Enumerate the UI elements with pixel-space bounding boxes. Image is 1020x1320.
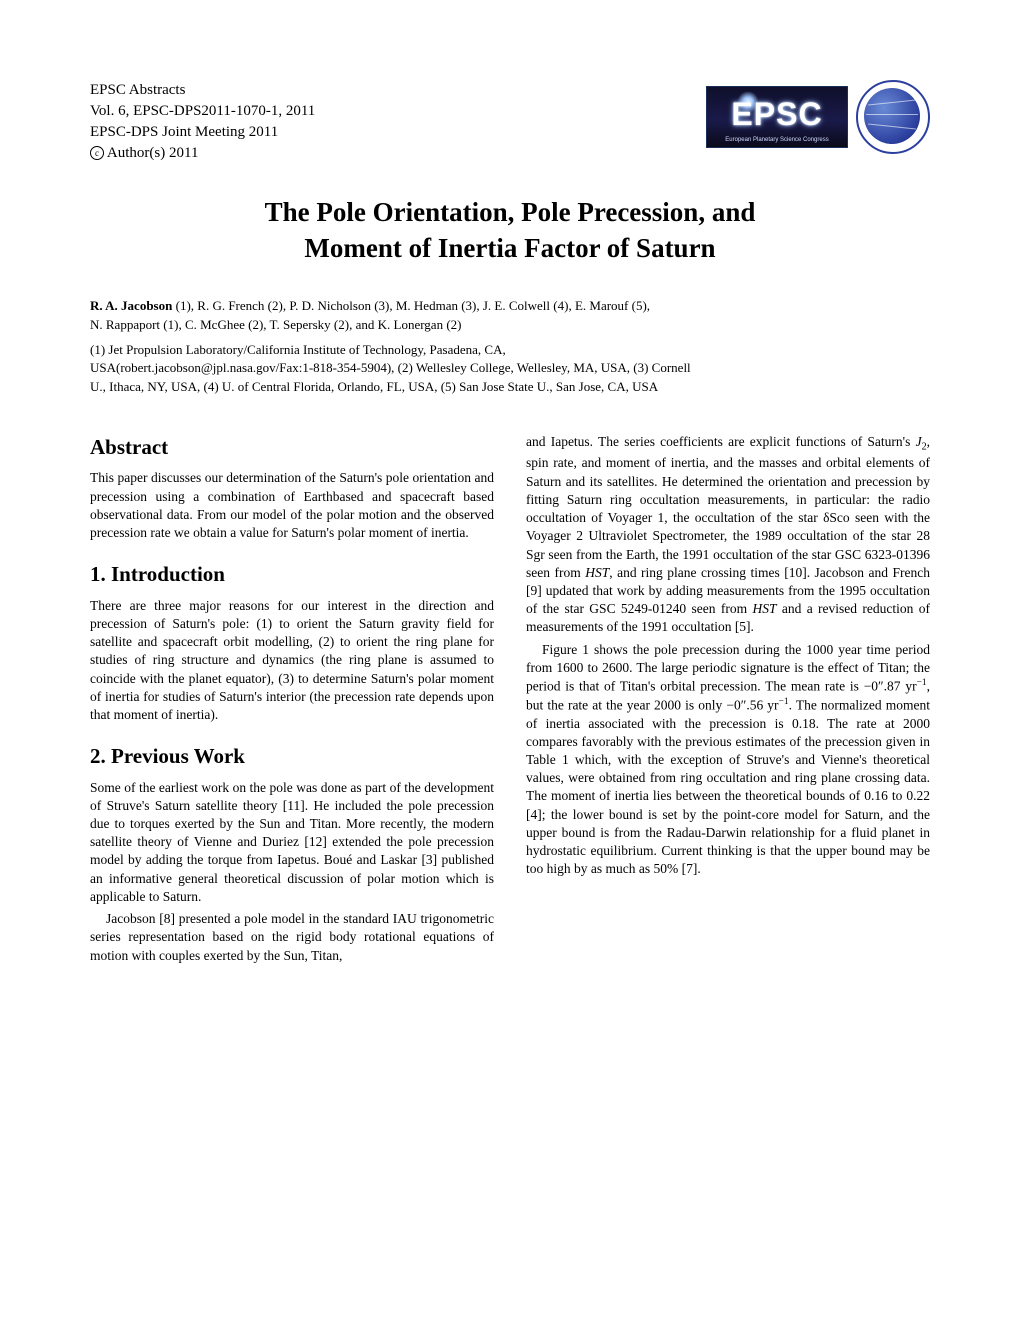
page: EPSC Abstracts Vol. 6, EPSC-DPS2011-1070… <box>0 0 1020 1320</box>
previous-work-heading: 2. Previous Work <box>90 742 494 770</box>
prev-paragraph-2: Jacobson [8] presented a pole model in t… <box>90 910 494 965</box>
col2-p2a: Figure 1 shows the pole precession durin… <box>526 642 930 694</box>
col2-p2c: . The normalized moment of inertia assoc… <box>526 697 930 876</box>
header-line3: EPSC-DPS Joint Meeting 2011 <box>90 122 315 143</box>
title-line2: Moment of Inertia Factor of Saturn <box>90 230 930 266</box>
affil-line1: (1) Jet Propulsion Laboratory/California… <box>90 341 930 360</box>
col2-p1a: and Iapetus. The series coefficients are… <box>526 434 916 449</box>
exp-2: −1 <box>779 697 789 707</box>
abstract-heading: Abstract <box>90 433 494 461</box>
authors-line2: N. Rappaport (1), C. McGhee (2), T. Sepe… <box>90 316 930 335</box>
column-left: Abstract This paper discusses our determ… <box>90 433 494 969</box>
dps-line-icon <box>868 99 916 105</box>
dps-line-icon <box>868 123 916 129</box>
lead-author: R. A. Jacobson <box>90 298 172 313</box>
paper-title: The Pole Orientation, Pole Precession, a… <box>90 194 930 267</box>
header-line1: EPSC Abstracts <box>90 80 315 101</box>
authors-rest1: (1), R. G. French (2), P. D. Nicholson (… <box>172 298 650 313</box>
dps-line-icon <box>866 114 918 115</box>
header-author-year: Author(s) 2011 <box>104 145 198 161</box>
header-line2: Vol. 6, EPSC-DPS2011-1070-1, 2011 <box>90 101 315 122</box>
col2-p1b: , spin rate, and moment of inertia, and … <box>526 434 930 580</box>
affil-line3: U., Ithaca, NY, USA, (4) U. of Central F… <box>90 378 930 397</box>
abstract-paragraph: This paper discusses our determination o… <box>90 469 494 542</box>
exp-1: −1 <box>917 678 927 688</box>
col2-paragraph-2: Figure 1 shows the pole precession durin… <box>526 641 930 879</box>
col2-paragraph-1: and Iapetus. The series coefficients are… <box>526 433 930 637</box>
header-line4: c Author(s) 2011 <box>90 143 315 164</box>
header-row: EPSC Abstracts Vol. 6, EPSC-DPS2011-1070… <box>90 80 930 164</box>
title-line1: The Pole Orientation, Pole Precession, a… <box>90 194 930 230</box>
epsc-logo: EPSC European Planetary Science Congress <box>706 86 848 148</box>
authors-line1: R. A. Jacobson (1), R. G. French (2), P.… <box>90 297 930 316</box>
column-right: and Iapetus. The series coefficients are… <box>526 433 930 969</box>
logos: EPSC European Planetary Science Congress <box>706 80 930 154</box>
title-block: The Pole Orientation, Pole Precession, a… <box>90 194 930 267</box>
affiliations: (1) Jet Propulsion Laboratory/California… <box>90 341 930 398</box>
authors-block: R. A. Jacobson (1), R. G. French (2), P.… <box>90 297 930 335</box>
hst-2: HST <box>752 601 776 616</box>
intro-paragraph: There are three major reasons for our in… <box>90 597 494 725</box>
hst-1: HST <box>585 565 609 580</box>
epsc-logo-sub: European Planetary Science Congress <box>707 137 847 143</box>
dps-logo <box>856 80 930 154</box>
intro-heading: 1. Introduction <box>90 560 494 588</box>
prev-paragraph-1: Some of the earliest work on the pole wa… <box>90 779 494 907</box>
header-text: EPSC Abstracts Vol. 6, EPSC-DPS2011-1070… <box>90 80 315 164</box>
affil-line2: USA(robert.jacobson@jpl.nasa.gov/Fax:1-8… <box>90 359 930 378</box>
dps-sphere-icon <box>864 88 920 144</box>
epsc-logo-text: EPSC <box>731 96 822 133</box>
copyright-icon: c <box>90 146 104 160</box>
body-columns: Abstract This paper discusses our determ… <box>90 433 930 969</box>
